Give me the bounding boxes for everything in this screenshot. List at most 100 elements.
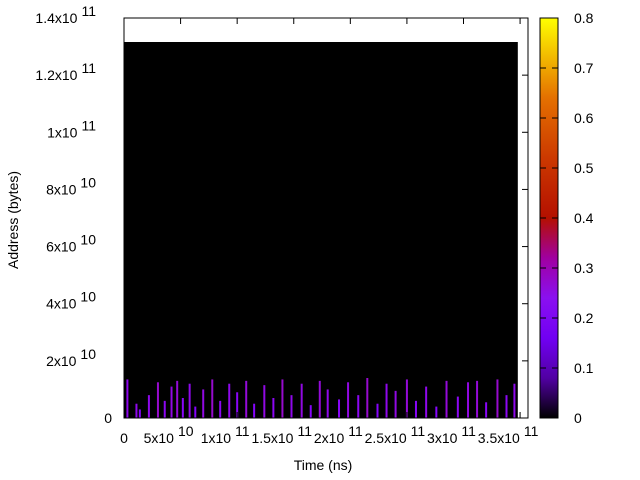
heatmap-spike — [347, 382, 350, 418]
colorbar-tick-label: 0.3 — [574, 260, 594, 276]
tick-label-exponent: 11 — [81, 3, 96, 19]
heatmap-spike — [290, 395, 293, 418]
heatmap-spike — [425, 386, 428, 418]
heatmap-spike — [281, 379, 284, 418]
heatmap-spike — [357, 395, 360, 418]
heatmap-spike — [309, 405, 312, 418]
tick-label: 8x10 10 — [46, 174, 96, 197]
heatmap-spike — [385, 383, 388, 418]
tick-label-exponent: 11 — [81, 117, 96, 133]
heatmap-spike — [194, 406, 197, 418]
heatmap-spike — [126, 379, 129, 418]
tick-label: 4x10 10 — [46, 289, 96, 312]
heatmap-spike — [181, 398, 184, 418]
tick-label-exponent: 10 — [178, 423, 194, 439]
colorbar-tick-label: 0.6 — [574, 110, 594, 126]
tick-label-exponent: 11 — [297, 423, 312, 439]
colorbar-tick-label: 0.4 — [574, 210, 594, 226]
heatmap-spike — [476, 380, 479, 418]
tick-label-base: 1.2x10 — [35, 67, 77, 83]
x-axis-label: Time (ns) — [294, 457, 353, 473]
tick-label-base: 2.5x10 — [365, 430, 407, 446]
heatmap-spike — [236, 392, 239, 418]
tick-label: 2.5x10 11 — [365, 423, 426, 446]
tick-label-base: 1.4x10 — [35, 10, 77, 26]
tick-label: 3x10 11 — [427, 423, 476, 446]
tick-label: 5x10 10 — [144, 423, 194, 446]
plot-area — [124, 42, 518, 418]
heatmap-spike — [211, 379, 214, 418]
plot-frame — [123, 17, 529, 419]
heatmap-spike — [272, 398, 275, 418]
tick-label: 1x10 11 — [47, 117, 96, 140]
heatmap-region — [124, 42, 518, 418]
tick-label: 3.5x10 11 — [478, 423, 539, 446]
tick-label-exponent: 10 — [80, 289, 96, 305]
heatmap-spike — [414, 400, 417, 418]
tick-label: 0 — [104, 410, 112, 426]
tick-label-exponent: 11 — [524, 423, 539, 439]
tick-label-base: 2x10 — [46, 353, 77, 369]
heatmap-spike — [176, 380, 179, 418]
heatmap-spike — [245, 380, 248, 418]
colorbar-tick-label: 0.8 — [574, 10, 594, 26]
heatmap-spike — [338, 399, 341, 418]
tick-label: 0 — [120, 430, 128, 446]
heatmap-spike — [156, 382, 159, 418]
heatmap-spike — [496, 379, 499, 418]
heatmap-spike — [202, 389, 205, 418]
tick-label-base: 5x10 — [144, 430, 175, 446]
heatmap-spike — [326, 389, 329, 418]
tick-label: 2x10 10 — [46, 346, 96, 369]
colorbar-tick-label: 0.1 — [574, 360, 594, 376]
heatmap-spike — [366, 378, 369, 418]
tick-label-base: 1x10 — [47, 124, 78, 140]
heatmap-spike — [170, 386, 173, 418]
heatmap-spike — [485, 402, 488, 418]
tick-label-base: 3.5x10 — [478, 430, 520, 446]
colorbar-tick-label: 0.2 — [574, 310, 594, 326]
tick-label-base: 1x10 — [201, 430, 232, 446]
heatmap-spike — [135, 403, 138, 418]
colorbar-tick-label: 0.5 — [574, 160, 594, 176]
heatmap-spike — [435, 406, 438, 418]
tick-label: 6x10 10 — [46, 232, 96, 255]
heatmap-spike — [513, 383, 516, 418]
tick-label-exponent: 11 — [461, 423, 476, 439]
tick-label-exponent: 11 — [348, 423, 363, 439]
colorbar-tick-label: 0 — [574, 410, 582, 426]
heatmap-spike — [163, 400, 166, 418]
heatmap-spike — [445, 380, 448, 418]
heatmap-spike — [318, 380, 321, 418]
tick-label-base: 1.5x10 — [251, 430, 293, 446]
tick-label: 1.5x10 11 — [251, 423, 312, 446]
heatmap-spike — [376, 403, 379, 418]
heatmap-spike — [263, 385, 266, 418]
heatmap-spike — [228, 383, 231, 418]
tick-label-base: 4x10 — [46, 296, 77, 312]
heatmap-spike — [188, 383, 191, 418]
tick-label-base: 2x10 — [314, 430, 345, 446]
heatmap-spike — [456, 396, 459, 418]
heatmap-spike — [505, 395, 508, 418]
heatmap-spike — [147, 395, 150, 418]
tick-label: 1.2x10 11 — [35, 60, 96, 83]
heatmap-spike — [253, 403, 256, 418]
tick-label-exponent: 10 — [80, 346, 96, 362]
heatmap-spike — [138, 409, 141, 418]
tick-label-exponent: 11 — [235, 423, 250, 439]
tick-label-exponent: 11 — [81, 60, 96, 76]
tick-label-exponent: 10 — [80, 174, 96, 190]
heatmap-spike — [300, 383, 303, 418]
tick-label-exponent: 11 — [411, 423, 426, 439]
heatmap-spike — [219, 400, 222, 418]
tick-label: 2x10 11 — [314, 423, 363, 446]
tick-label: 1x10 11 — [201, 423, 250, 446]
y-axis-label: Address (bytes) — [5, 171, 21, 269]
heatmap-spike — [467, 382, 470, 418]
heatmap-spike — [394, 390, 397, 418]
tick-label-base: 3x10 — [427, 430, 458, 446]
tick-label-exponent: 10 — [80, 232, 96, 248]
